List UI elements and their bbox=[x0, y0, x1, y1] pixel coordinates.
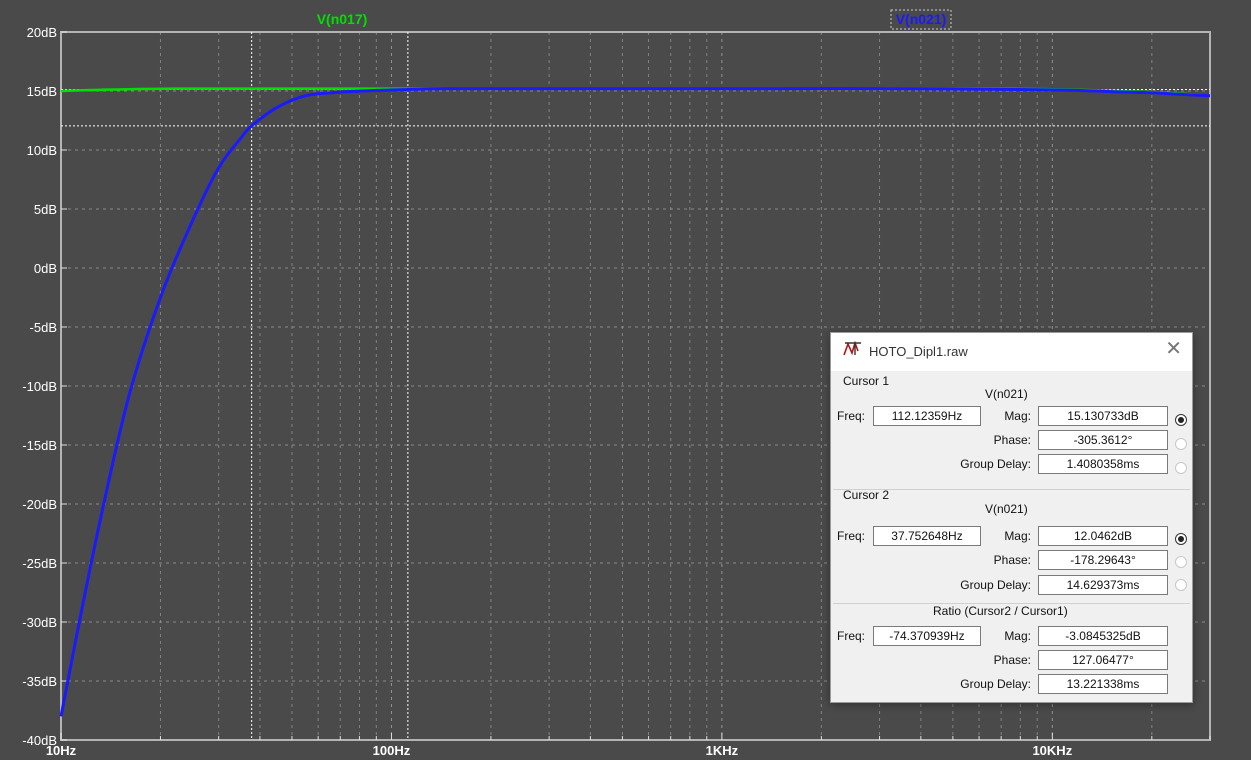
section-divider bbox=[833, 489, 1190, 490]
cursor1-mag-radio[interactable] bbox=[1175, 414, 1187, 426]
y-tick-label: -30dB bbox=[22, 615, 57, 630]
legend-v-n017[interactable]: V(n017) bbox=[317, 11, 368, 27]
x-tick-label: 10Hz bbox=[46, 743, 77, 758]
cursor1-phase-field[interactable]: -305.3612° bbox=[1038, 430, 1168, 450]
x-tick-label: 1KHz bbox=[706, 743, 739, 758]
cursor2-gd-label: Group Delay: bbox=[960, 578, 1031, 592]
ratio-freq-label: Freq: bbox=[837, 629, 866, 643]
cursor2-phase-radio[interactable] bbox=[1175, 556, 1187, 568]
ratio-mag-field[interactable]: -3.0845325dB bbox=[1038, 626, 1168, 646]
cursor-dialog[interactable]: HOTO_Dipl1.raw ✕ Cursor 1 V(n021) Freq: … bbox=[830, 332, 1193, 703]
dialog-titlebar[interactable]: HOTO_Dipl1.raw ✕ bbox=[831, 333, 1192, 371]
cursor2-gd-field[interactable]: 14.629373ms bbox=[1038, 575, 1168, 595]
cursor1-mag-field[interactable]: 15.130733dB bbox=[1038, 406, 1168, 426]
ratio-gd-field[interactable]: 13.221338ms bbox=[1038, 674, 1168, 694]
cursor1-freq-label: Freq: bbox=[837, 409, 866, 423]
cursor2-mag-label: Mag: bbox=[1004, 529, 1031, 543]
y-tick-label: 15dB bbox=[27, 84, 57, 99]
y-tick-label: -35dB bbox=[22, 674, 57, 689]
cursor1-phase-radio[interactable] bbox=[1175, 438, 1187, 450]
y-tick-label: -15dB bbox=[22, 438, 57, 453]
cursor2-freq-label: Freq: bbox=[837, 529, 866, 543]
legend-selection-box bbox=[890, 9, 952, 30]
cursor2-gd-radio[interactable] bbox=[1175, 579, 1187, 591]
ratio-freq-field[interactable]: -74.370939Hz bbox=[873, 626, 981, 646]
y-tick-label: -5dB bbox=[30, 320, 57, 335]
cursor2-mag-field[interactable]: 12.0462dB bbox=[1038, 526, 1168, 546]
cursor2-phase-label: Phase: bbox=[993, 553, 1031, 567]
section-divider bbox=[833, 603, 1190, 604]
cursor2-mag-radio[interactable] bbox=[1175, 533, 1187, 545]
cursor1-gd-label: Group Delay: bbox=[960, 457, 1031, 471]
axis-ticks: 20dB 15dB 10dB 5dB 0dB -5dB -10dB -15dB -20dB -25… bbox=[22, 25, 1211, 758]
trace-lines bbox=[59, 87, 1211, 717]
y-tick-label: 10dB bbox=[27, 143, 57, 158]
y-tick-label: 0dB bbox=[34, 261, 57, 276]
cursor2-phase-field[interactable]: -178.29643° bbox=[1038, 550, 1168, 570]
ratio-mag-label: Mag: bbox=[1004, 629, 1031, 643]
y-tick-label: 5dB bbox=[34, 202, 57, 217]
y-tick-label: -20dB bbox=[22, 497, 57, 512]
cursor1-gd-radio[interactable] bbox=[1175, 462, 1187, 474]
ratio-phase-label: Phase: bbox=[993, 653, 1031, 667]
cursor2-header: Cursor 2 bbox=[843, 488, 890, 502]
trace-vn021 bbox=[59, 87, 1211, 717]
legend-v-n021[interactable]: V(n021) bbox=[896, 11, 947, 27]
y-tick-label: -40dB bbox=[22, 733, 57, 748]
dialog-title: HOTO_Dipl1.raw bbox=[869, 344, 968, 359]
y-tick-label: -25dB bbox=[22, 556, 57, 571]
cursor2-trace: V(n021) bbox=[985, 502, 1028, 516]
cursor1-phase-label: Phase: bbox=[993, 433, 1031, 447]
cursor1-header: Cursor 1 bbox=[843, 374, 890, 388]
ratio-header: Ratio (Cursor2 / Cursor1) bbox=[933, 604, 1068, 618]
cursor1-trace: V(n021) bbox=[985, 387, 1028, 401]
y-tick-label: -10dB bbox=[22, 379, 57, 394]
cursor1-freq-field[interactable]: 112.12359Hz bbox=[873, 406, 981, 426]
x-tick-label: 100Hz bbox=[373, 743, 411, 758]
y-tick-label: 20dB bbox=[27, 25, 57, 40]
close-icon[interactable]: ✕ bbox=[1165, 338, 1182, 360]
x-tick-label: 10KHz bbox=[1032, 743, 1072, 758]
cursor2-freq-field[interactable]: 37.752648Hz bbox=[873, 526, 981, 546]
ltspice-logo-icon bbox=[843, 341, 861, 356]
cursor1-gd-field[interactable]: 1.4080358ms bbox=[1038, 454, 1168, 474]
trace-legend[interactable]: V(n017) V(n021) bbox=[317, 9, 952, 30]
cursor1-mag-label: Mag: bbox=[1004, 409, 1031, 423]
ratio-phase-field[interactable]: 127.06477° bbox=[1038, 650, 1168, 670]
ratio-gd-label: Group Delay: bbox=[960, 677, 1031, 691]
